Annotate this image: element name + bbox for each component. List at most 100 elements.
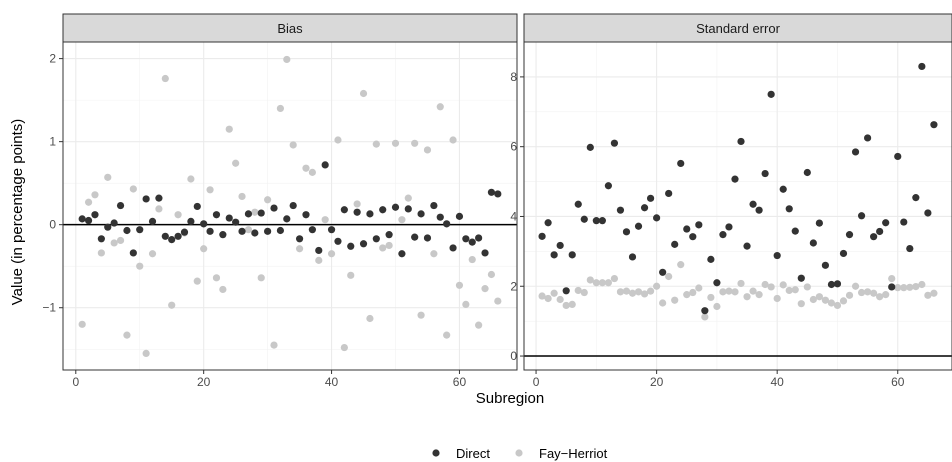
x-tick-label: 60 (891, 375, 905, 389)
y-tick-label: 1 (49, 135, 56, 149)
panels-layer: Bias 0 20 40 60 −1 0 1 2 Standard error 0 20 40 60 0 2 4… (42, 13, 952, 389)
data-point (701, 307, 709, 315)
data-point (797, 274, 805, 282)
data-point (411, 139, 419, 147)
data-point (289, 141, 297, 149)
data-point (616, 288, 625, 296)
data-point (295, 245, 304, 253)
data-point (888, 283, 896, 291)
data-point (900, 218, 908, 226)
data-point (276, 104, 285, 113)
data-point (257, 274, 265, 282)
data-point (327, 226, 336, 234)
data-point (833, 280, 842, 288)
data-point (270, 204, 278, 212)
data-point (391, 139, 400, 147)
data-point (821, 261, 830, 269)
data-point (168, 236, 176, 244)
data-point (930, 121, 938, 129)
data-point (423, 234, 432, 242)
data-point (142, 195, 150, 203)
data-point (136, 262, 144, 270)
data-point (918, 62, 926, 71)
data-point (244, 226, 253, 234)
data-point (592, 279, 600, 287)
data-point (411, 233, 419, 241)
data-point (725, 287, 733, 295)
data-point (803, 168, 811, 177)
data-point (924, 209, 932, 217)
data-point (487, 188, 496, 196)
y-tick-label: −1 (42, 301, 56, 315)
legend: Direct Fay−Herriot (432, 446, 608, 461)
data-point (622, 228, 631, 236)
data-point (833, 301, 842, 310)
data-point (372, 140, 380, 148)
data-point (683, 291, 691, 299)
data-point (187, 175, 195, 183)
data-point (845, 231, 854, 239)
data-point (640, 290, 649, 298)
data-point (839, 297, 848, 305)
data-point (321, 216, 329, 224)
data-point (701, 313, 709, 321)
x-tick-label: 20 (650, 375, 664, 389)
data-point (385, 231, 393, 239)
data-point (598, 279, 606, 287)
data-point (906, 244, 914, 253)
data-point (123, 226, 131, 235)
data-point (148, 217, 157, 225)
data-point (683, 225, 691, 233)
data-point (449, 136, 457, 144)
data-point (827, 299, 836, 307)
data-point (634, 288, 643, 296)
data-point (604, 279, 612, 287)
data-point (200, 220, 208, 228)
data-point (193, 202, 201, 211)
data-point (289, 201, 297, 210)
data-point (628, 253, 637, 261)
data-point (749, 200, 757, 208)
data-point (244, 210, 253, 218)
data-point (487, 270, 496, 279)
data-point (206, 186, 214, 194)
data-point (347, 242, 355, 250)
data-point (468, 238, 476, 246)
data-point (468, 255, 476, 264)
data-point (334, 237, 342, 245)
data-point (809, 239, 817, 247)
data-point (646, 287, 655, 295)
data-point (562, 287, 570, 295)
data-point (695, 221, 703, 229)
data-point (918, 280, 926, 289)
data-point (78, 215, 86, 223)
data-point (475, 321, 483, 329)
legend-label: Fay−Herriot (539, 446, 608, 461)
data-point (366, 210, 374, 218)
data-point (327, 250, 336, 258)
data-point (91, 191, 99, 199)
data-point (308, 168, 316, 176)
data-point (550, 289, 558, 297)
data-point (398, 250, 406, 258)
data-point (719, 231, 727, 239)
data-point (340, 206, 348, 214)
data-point (568, 300, 576, 308)
data-point (264, 227, 272, 235)
legend-key-direct (432, 449, 440, 457)
data-point (232, 159, 240, 167)
data-point (238, 192, 246, 201)
data-point (455, 281, 464, 289)
data-point (839, 249, 848, 258)
data-point (251, 229, 259, 237)
data-point (404, 194, 412, 202)
data-point (443, 220, 451, 228)
data-point (225, 125, 233, 133)
data-point (671, 240, 679, 248)
data-point (586, 276, 594, 284)
y-tick-label: 2 (49, 52, 56, 66)
data-point (550, 251, 558, 259)
data-point (417, 311, 425, 319)
